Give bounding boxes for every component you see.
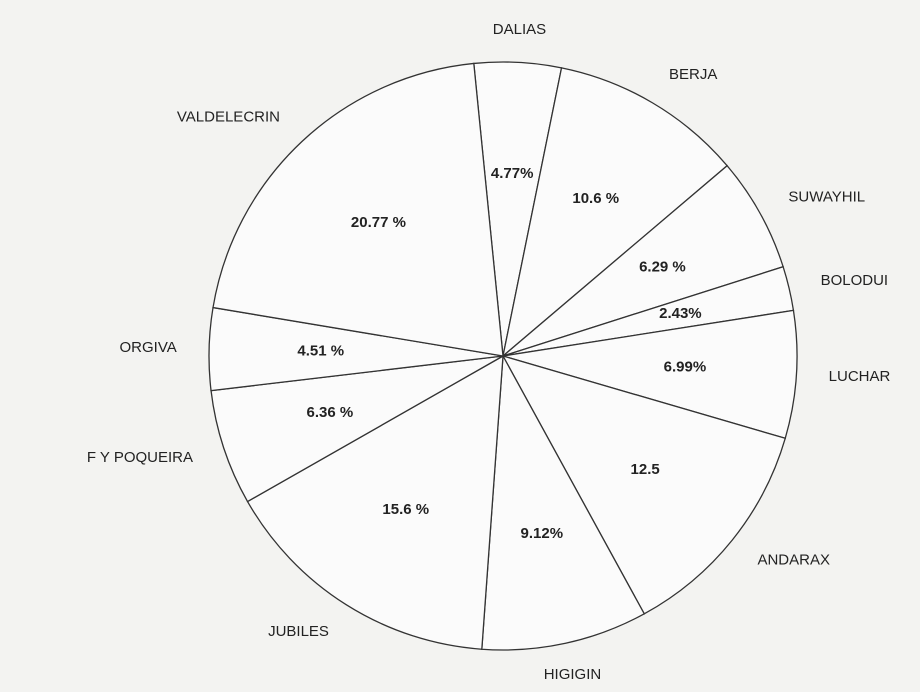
category-label: ORGIVA — [120, 339, 177, 356]
value-label: 12.5 — [631, 461, 660, 478]
value-label: 9.12% — [521, 525, 564, 542]
value-label: 4.51 % — [297, 343, 344, 360]
category-label: BERJA — [669, 66, 717, 83]
pie-slice — [210, 355, 504, 503]
pie-slice — [501, 67, 729, 358]
category-label: VALDELECRIN — [177, 109, 280, 126]
value-label: 4.77% — [491, 165, 534, 182]
category-label: DALIAS — [493, 21, 546, 38]
pie-slice — [502, 309, 798, 440]
category-label: SUWAYHIL — [788, 189, 865, 206]
value-label: 20.77 % — [351, 214, 406, 231]
pie-slice — [481, 353, 646, 651]
pie-slice — [212, 62, 504, 357]
pie-slice — [501, 354, 787, 615]
value-label: 6.29 % — [639, 259, 686, 276]
category-label: F Y POQUEIRA — [87, 449, 193, 466]
category-label: ANDARAX — [757, 551, 830, 568]
value-label: 10.6 % — [572, 190, 619, 207]
value-label: 2.43% — [659, 305, 702, 322]
pie-slice — [246, 354, 504, 650]
category-label: JUBILES — [268, 623, 329, 640]
category-label: LUCHAR — [829, 368, 891, 385]
pie-slice — [502, 164, 784, 357]
category-label: BOLODUI — [821, 272, 889, 289]
value-label: 6.36 % — [307, 404, 354, 421]
value-label: 6.99% — [664, 359, 707, 376]
value-label: 15.6 % — [382, 501, 429, 518]
category-label: HIGIGIN — [544, 666, 602, 683]
